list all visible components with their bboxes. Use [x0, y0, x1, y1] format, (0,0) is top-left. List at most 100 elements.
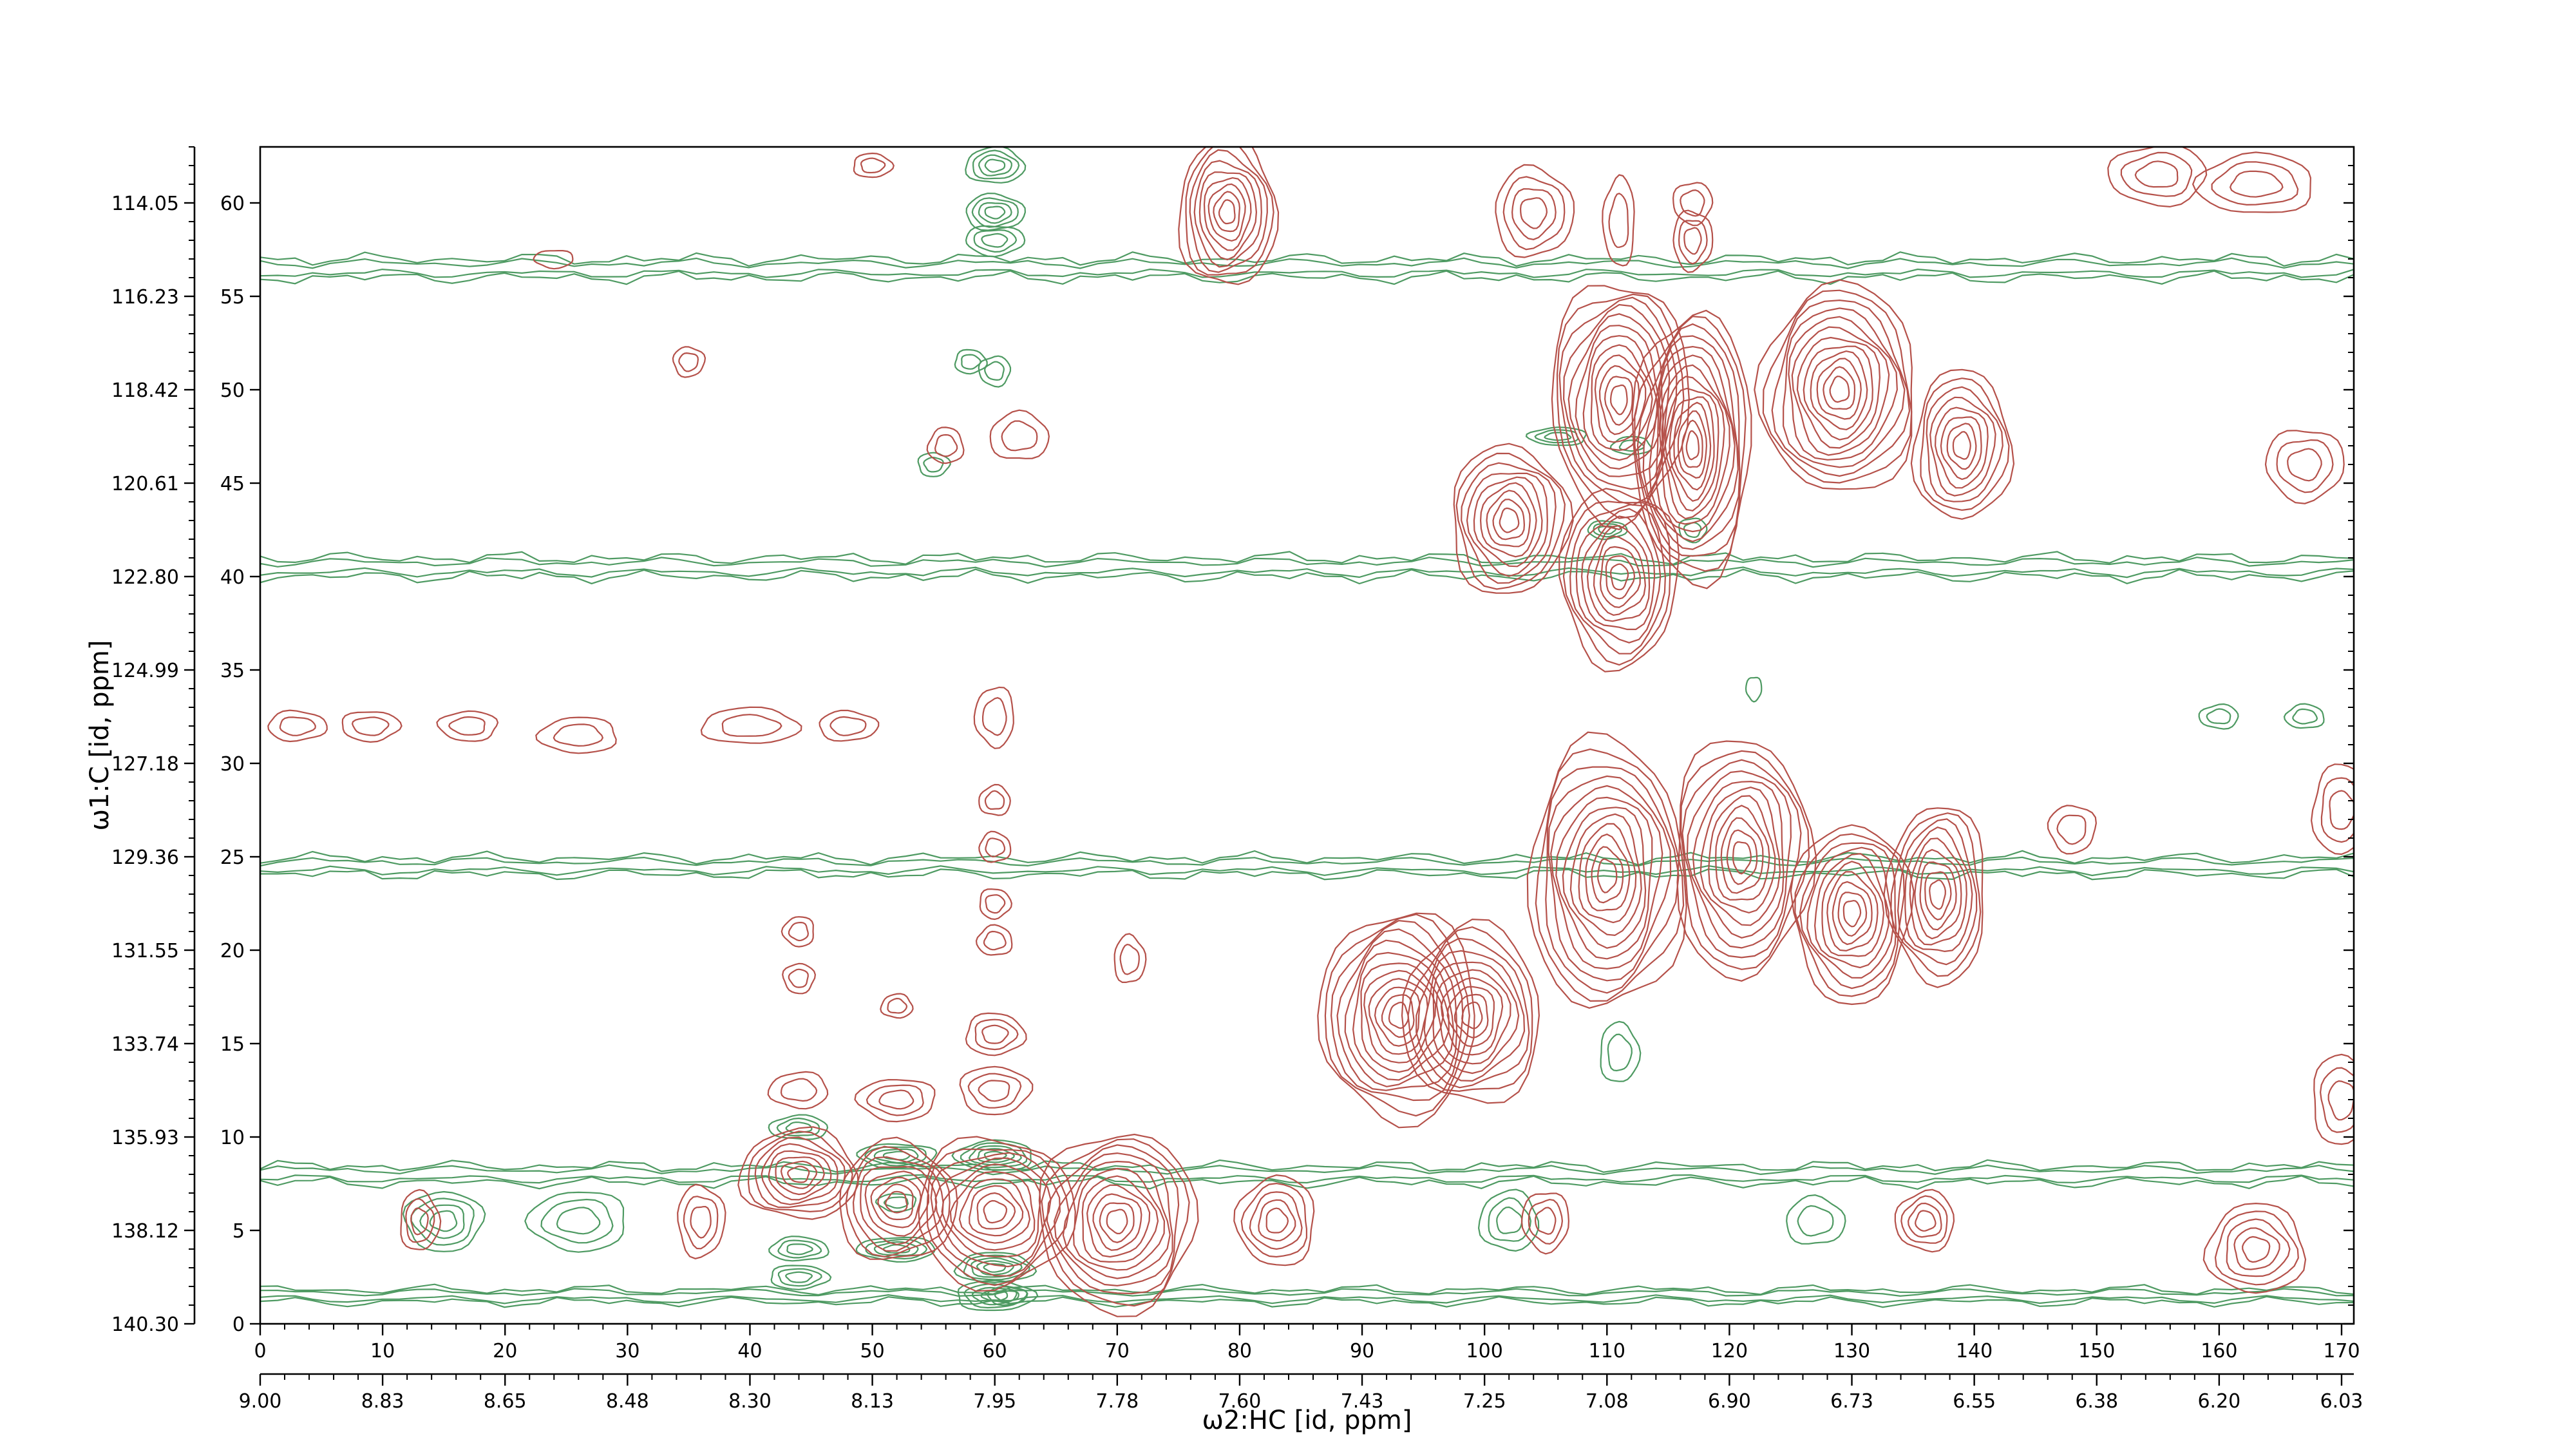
negative-contour-level	[983, 1151, 1007, 1161]
negative-peak	[965, 225, 1026, 258]
positive-contour-level	[1446, 986, 1495, 1047]
negative-contour-level	[978, 355, 1012, 388]
positive-contour-level	[1940, 416, 1982, 481]
positive-contour-level	[1317, 912, 1475, 1129]
positive-contour-level	[1686, 770, 1792, 949]
positive-contour-level	[1548, 775, 1672, 982]
negative-band-contour	[260, 551, 2354, 585]
negative-contour-level	[556, 1207, 601, 1235]
positive-contour-level	[1208, 183, 1246, 242]
positive-contour-level	[1562, 303, 1671, 490]
positive-contour-level	[1678, 220, 1708, 265]
x-index-tick-label: 70	[1105, 1340, 1130, 1362]
negative-band	[260, 1283, 2354, 1308]
positive-contour-level	[975, 924, 1013, 956]
positive-contour-level	[934, 1157, 1052, 1268]
negative-contour-level	[972, 149, 1020, 180]
positive-contour-level	[1608, 193, 1629, 248]
positive-contour-level	[2192, 151, 2312, 213]
positive-contour-level	[780, 1078, 818, 1102]
right-index-axis: 0 5 10 15 20 25 30 35 40 45 50 55 60	[220, 146, 2354, 1336]
negative-contour-level	[954, 349, 988, 375]
positive-contour-level	[1534, 1207, 1557, 1235]
positive-contour-level	[2214, 1210, 2299, 1286]
positive-contour-level	[1249, 1191, 1303, 1250]
y-ppm-tick-label: 118.42	[111, 379, 179, 402]
negative-peak	[875, 1193, 917, 1213]
positive-contour-level	[768, 1150, 832, 1201]
positive-contour-level	[1203, 177, 1252, 251]
left-ppm-axis: 140.30 138.12 135.93 133.74 131.55 129.36 127.…	[111, 146, 196, 1336]
negative-contour-level	[883, 1196, 909, 1209]
positive-contour-level	[1062, 1160, 1171, 1279]
positive-contour-level	[1466, 472, 1548, 577]
positive-contour-level	[1914, 1210, 1937, 1232]
positive-contour-level	[1598, 365, 1640, 435]
x-index-tick-label: 0	[254, 1340, 266, 1362]
positive-contour-level	[1609, 384, 1628, 416]
positive-contour-level	[1213, 191, 1241, 233]
y-ppm-tick-label: 116.23	[111, 286, 179, 309]
x-ppm-tick-label: 6.73	[1830, 1390, 1873, 1413]
x-ppm-tick-label: 7.60	[1218, 1390, 1262, 1413]
positive-contour-level	[1810, 350, 1868, 431]
negative-peak	[524, 1191, 625, 1253]
positive-contour-level	[1453, 443, 1574, 594]
positive-contour-level	[878, 1089, 914, 1110]
negative-contour-level	[524, 1191, 625, 1253]
negative-contour-level	[1786, 1194, 1846, 1245]
positive-peak	[535, 716, 617, 754]
bottom-index-axis: 0 10 20 30 40 50 60 70 80 90 100 110 120 130 140 150 160…	[254, 1324, 2360, 1362]
positive-peak	[2192, 151, 2312, 213]
x-ppm-tick-label: 9.00	[239, 1390, 282, 1413]
negative-contour-level	[976, 1260, 1015, 1276]
positive-peak	[2107, 147, 2208, 208]
negative-contour-level	[983, 1263, 1007, 1273]
positive-contour-level	[885, 1190, 908, 1214]
negative-contour-level	[973, 229, 1018, 253]
positive-contour-level	[1558, 488, 1680, 673]
positive-contour-level	[351, 716, 390, 736]
positive-contour-level	[1883, 807, 1984, 988]
positive-contour-level	[1586, 524, 1651, 622]
x-ppm-tick-label: 8.65	[484, 1390, 527, 1413]
positive-contour-level	[775, 1156, 825, 1196]
positive-contour-level	[1924, 871, 1952, 921]
positive-contour-level	[934, 434, 958, 457]
positive-contour-level	[959, 1065, 1034, 1116]
positive-peak	[782, 962, 817, 995]
y-index-tick-label: 40	[220, 566, 245, 589]
positive-peak	[1672, 209, 1714, 273]
positive-peak	[1233, 1174, 1315, 1266]
positive-contour-level	[860, 157, 886, 174]
negative-contour-level	[2206, 708, 2231, 725]
positive-contour-level	[1344, 939, 1455, 1087]
negative-contour-level	[978, 202, 1012, 224]
negative-peak	[1786, 1194, 1846, 1245]
negative-contour-level	[957, 1279, 1039, 1312]
negative-contour-level	[923, 456, 944, 473]
positive-peak	[979, 888, 1013, 921]
positive-contour-level	[1432, 961, 1520, 1075]
positive-contour-level	[870, 1176, 922, 1228]
positive-contour-level	[2329, 790, 2354, 830]
positive-contour-level	[838, 1136, 958, 1260]
positive-peak	[2264, 430, 2345, 504]
negative-contour-level	[1678, 517, 1708, 544]
positive-contour-level	[1605, 555, 1636, 600]
positive-contour-level	[2229, 170, 2284, 198]
bottom-ppm-axis: 9.00 8.83 8.65 8.48 8.30 8.13 7.95 7.78 7.60 7.43…	[239, 1373, 2363, 1413]
positive-contour-level	[981, 1024, 1009, 1044]
x-ppm-tick-label: 8.30	[728, 1390, 772, 1413]
positive-contour-level	[2310, 763, 2354, 855]
positive-contour-level	[983, 1199, 1008, 1224]
negative-contour-level	[777, 1239, 822, 1259]
positive-peak	[737, 1126, 859, 1220]
positive-contour-level	[1919, 861, 1957, 931]
negative-contour-level	[776, 1117, 820, 1137]
positive-contour-level	[2327, 1080, 2354, 1121]
positive-peak	[1910, 368, 2015, 520]
x-index-tick-label: 60	[983, 1340, 1007, 1362]
positive-contour-level	[1178, 147, 1280, 285]
positive-contour-level	[1634, 315, 1747, 572]
